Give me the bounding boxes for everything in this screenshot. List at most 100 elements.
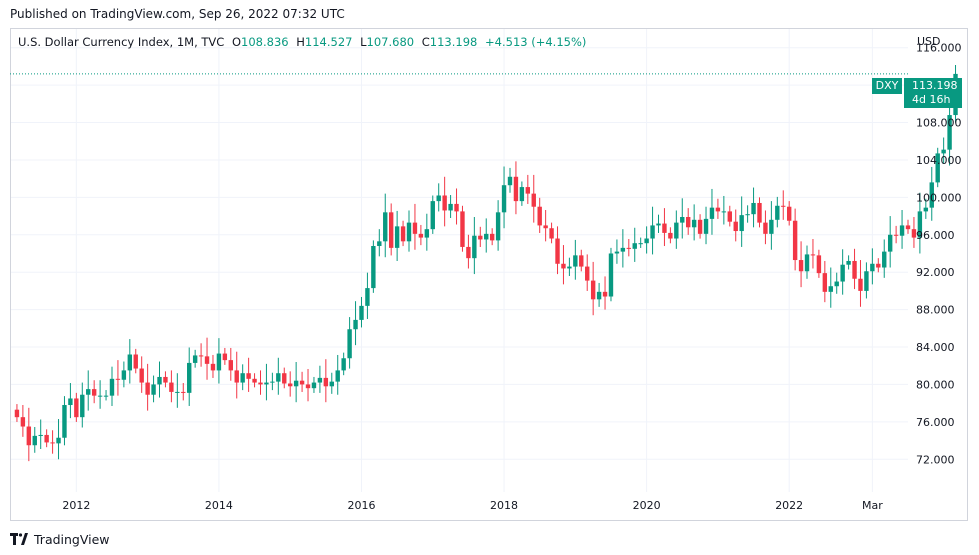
- candle-body[interactable]: [424, 229, 430, 238]
- candle-body[interactable]: [228, 360, 233, 371]
- candle-body[interactable]: [353, 319, 358, 330]
- candle-body[interactable]: [127, 354, 133, 371]
- candle-body[interactable]: [721, 211, 727, 213]
- candle-body[interactable]: [781, 205, 786, 207]
- candle-body[interactable]: [751, 202, 756, 215]
- candle-body[interactable]: [935, 153, 940, 183]
- candle-body[interactable]: [870, 263, 875, 272]
- currency-label[interactable]: USD: [917, 35, 941, 48]
- candle-body[interactable]: [519, 187, 525, 202]
- candle-body[interactable]: [305, 384, 311, 389]
- candle-body[interactable]: [299, 380, 305, 385]
- candle-body[interactable]: [234, 370, 239, 383]
- candle-body[interactable]: [192, 355, 198, 363]
- candle-body[interactable]: [507, 176, 513, 186]
- candle-body[interactable]: [287, 383, 293, 387]
- candle-body[interactable]: [442, 195, 447, 211]
- candle-body[interactable]: [876, 263, 881, 268]
- candle-body[interactable]: [276, 373, 281, 382]
- candle-body[interactable]: [347, 329, 352, 359]
- candle-body[interactable]: [293, 380, 299, 387]
- candle-body[interactable]: [359, 305, 364, 320]
- candle-body[interactable]: [169, 382, 174, 392]
- candle-body[interactable]: [97, 395, 103, 397]
- candle-body[interactable]: [947, 115, 952, 150]
- candle-body[interactable]: [923, 207, 929, 212]
- candle-body[interactable]: [412, 222, 418, 234]
- candle-body[interactable]: [668, 232, 673, 239]
- candle-body[interactable]: [543, 225, 548, 229]
- candle-body[interactable]: [204, 356, 210, 364]
- candle-body[interactable]: [786, 206, 792, 221]
- candle-body[interactable]: [252, 378, 257, 383]
- candle-body[interactable]: [282, 373, 287, 384]
- candle-body[interactable]: [377, 241, 382, 247]
- candle-body[interactable]: [733, 221, 738, 232]
- candle-body[interactable]: [602, 291, 608, 297]
- candle-body[interactable]: [121, 370, 127, 380]
- candle-body[interactable]: [864, 271, 869, 291]
- candle-body[interactable]: [133, 354, 138, 369]
- candle-body[interactable]: [662, 223, 667, 233]
- candle-body[interactable]: [596, 291, 602, 300]
- candle-body[interactable]: [216, 353, 222, 371]
- candle-body[interactable]: [20, 417, 26, 427]
- candle-body[interactable]: [91, 389, 97, 396]
- candle-body[interactable]: [341, 358, 346, 371]
- candle-body[interactable]: [846, 260, 851, 265]
- candle-body[interactable]: [769, 219, 774, 234]
- candle-body[interactable]: [68, 398, 73, 406]
- candle-body[interactable]: [590, 280, 596, 300]
- candle-body[interactable]: [798, 260, 804, 272]
- candle-body[interactable]: [175, 391, 180, 393]
- candle-body[interactable]: [911, 229, 917, 238]
- candle-body[interactable]: [62, 405, 67, 438]
- candle-body[interactable]: [430, 201, 435, 230]
- candle-body[interactable]: [697, 219, 703, 234]
- candle-body[interactable]: [614, 251, 620, 254]
- candle-body[interactable]: [466, 246, 471, 259]
- candle-body[interactable]: [537, 206, 542, 226]
- candle-body[interactable]: [14, 409, 20, 418]
- candle-body[interactable]: [917, 211, 923, 238]
- candle-body[interactable]: [858, 278, 863, 291]
- candle-body[interactable]: [852, 260, 857, 279]
- candle-body[interactable]: [460, 211, 465, 247]
- candle-body[interactable]: [371, 246, 376, 289]
- candle-body[interactable]: [311, 382, 317, 389]
- candle-body[interactable]: [50, 442, 55, 444]
- candle-body[interactable]: [56, 437, 61, 444]
- candle-body[interactable]: [775, 205, 780, 220]
- candle-body[interactable]: [187, 362, 192, 393]
- candle-body[interactable]: [674, 222, 679, 239]
- candle-body[interactable]: [157, 376, 162, 385]
- candle-body[interactable]: [650, 225, 655, 239]
- candle-body[interactable]: [264, 382, 269, 385]
- candle-body[interactable]: [323, 377, 329, 387]
- candle-body[interactable]: [210, 363, 216, 371]
- candle-body[interactable]: [525, 187, 531, 194]
- candle-body[interactable]: [365, 288, 370, 306]
- candle-body[interactable]: [109, 378, 115, 396]
- candle-body[interactable]: [828, 286, 833, 292]
- candle-body[interactable]: [383, 212, 388, 242]
- footer[interactable]: TradingView: [10, 530, 110, 548]
- candle-body[interactable]: [887, 234, 893, 252]
- candle-body[interactable]: [632, 243, 637, 249]
- candle-body[interactable]: [555, 238, 560, 264]
- candle-body[interactable]: [804, 254, 810, 272]
- candle-body[interactable]: [691, 219, 697, 228]
- candle-body[interactable]: [26, 426, 32, 446]
- candle-body[interactable]: [394, 226, 400, 248]
- candle-body[interactable]: [840, 264, 845, 282]
- candle-body[interactable]: [745, 214, 750, 216]
- candle-body[interactable]: [448, 203, 453, 211]
- candle-body[interactable]: [882, 251, 887, 268]
- candle-body[interactable]: [501, 185, 507, 213]
- candle-body[interactable]: [163, 376, 168, 383]
- candle-body[interactable]: [941, 149, 946, 154]
- candle-body[interactable]: [656, 223, 661, 226]
- candle-body[interactable]: [74, 398, 79, 418]
- candle-body[interactable]: [317, 377, 323, 383]
